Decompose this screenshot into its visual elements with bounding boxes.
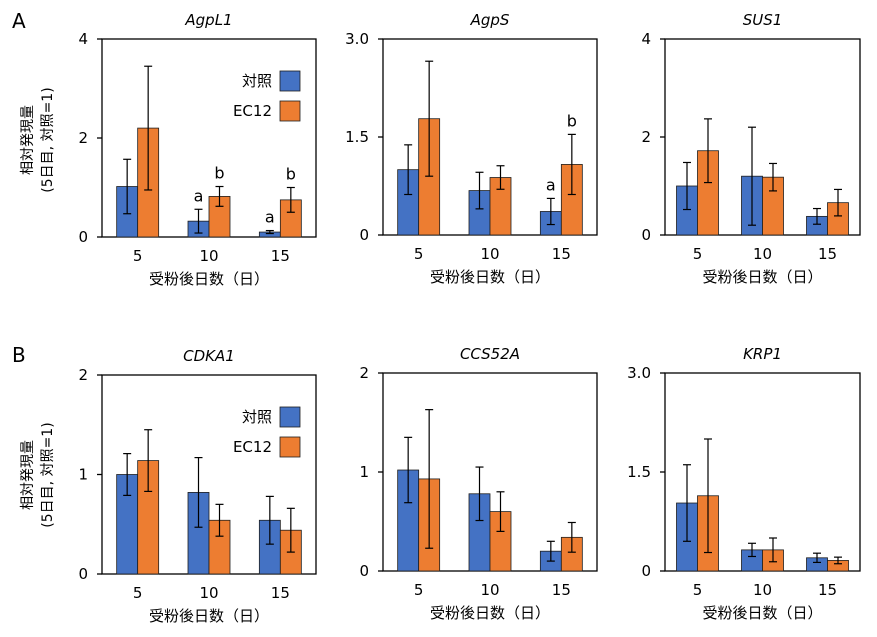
- y-tick-label: 1: [359, 463, 369, 481]
- x-tick-label: 10: [199, 247, 218, 265]
- y-tick-label: 0: [78, 565, 88, 583]
- legend-swatch-treatment: [279, 100, 301, 122]
- y-tick-label: 2: [78, 366, 88, 384]
- significance-letter: b: [214, 164, 224, 183]
- x-tick-label: 10: [480, 245, 499, 263]
- y-tick-label: 0: [641, 562, 651, 580]
- x-tick-label: 15: [271, 247, 290, 265]
- x-tick-label: 15: [818, 581, 837, 599]
- chart-title: CDKA1: [183, 347, 235, 365]
- x-tick-label: 10: [480, 581, 499, 599]
- legend: 対照 EC12: [233, 406, 301, 458]
- chart-title: CCS52A: [460, 345, 520, 363]
- x-tick-label: 15: [552, 245, 571, 263]
- chart-3: SUS1 0 2 4 5 10 15 受粉後日数（日）: [641, 11, 861, 286]
- x-axis-label: 受粉後日数（日）: [702, 604, 822, 622]
- y-tick-label: 4: [78, 30, 88, 48]
- x-tick-label: 5: [693, 581, 703, 599]
- y-tick-label: 3.0: [627, 364, 651, 382]
- x-tick-label: 5: [133, 584, 143, 602]
- panel-letter-a: A: [12, 9, 26, 33]
- x-axis-label: 受粉後日数（日）: [430, 268, 550, 286]
- significance-letter: a: [194, 186, 204, 205]
- y-tick-label: 0: [78, 228, 88, 246]
- y-tick-label: 1: [78, 466, 88, 484]
- x-tick-label: 5: [414, 245, 424, 263]
- y-tick-label: 2: [78, 129, 88, 147]
- chart-title: SUS1: [743, 11, 783, 29]
- y-tick-label: 0: [359, 562, 369, 580]
- y-tick-label: 3.0: [345, 30, 369, 48]
- chart-6: KRP1 0 1.5 3.0 5 10 15 受粉後日数（日）: [627, 345, 861, 622]
- significance-letter: b: [567, 111, 577, 130]
- x-tick-label: 10: [753, 245, 772, 263]
- y-tick-label: 0: [641, 226, 651, 244]
- chart-title: AgpS: [470, 11, 510, 29]
- x-tick-label: 10: [753, 581, 772, 599]
- chart-title: KRP1: [743, 345, 782, 363]
- x-tick-label: 5: [414, 581, 424, 599]
- legend-label-treatment: EC12: [233, 438, 272, 456]
- legend-label-control: 対照: [242, 72, 272, 90]
- chart-title: AgpL1: [184, 11, 232, 29]
- y-tick-label: 2: [641, 128, 651, 146]
- legend-swatch-treatment: [279, 436, 301, 458]
- significance-letter: a: [265, 208, 275, 227]
- y-tick-label: 1.5: [627, 463, 651, 481]
- y-axis-label-b-line1: 相対発現量: [20, 440, 36, 510]
- legend: 対照 EC12: [233, 70, 301, 122]
- x-tick-label: 15: [818, 245, 837, 263]
- x-axis-label: 受粉後日数（日）: [430, 604, 550, 622]
- x-tick-label: 5: [693, 245, 703, 263]
- significance-letter: b: [286, 165, 296, 184]
- legend-label-treatment: EC12: [233, 102, 272, 120]
- x-tick-label: 10: [199, 584, 218, 602]
- legend-swatch-control: [279, 406, 301, 428]
- x-axis-label: 受粉後日数（日）: [702, 268, 822, 286]
- chart-2: AgpS 0 1.5 3.0 5 10 15 a b 受粉後日数（日）: [345, 11, 598, 286]
- x-tick-label: 15: [552, 581, 571, 599]
- x-axis-label: 受粉後日数（日）: [149, 607, 269, 625]
- panel-letter-b: B: [12, 343, 26, 367]
- significance-letter: a: [546, 175, 556, 194]
- y-tick-label: 2: [359, 364, 369, 382]
- legend-label-control: 対照: [242, 408, 272, 426]
- y-axis-label-a-line2: (5日目, 対照=1): [40, 87, 56, 192]
- y-axis-label-b-line2: (5日目, 対照=1): [40, 422, 56, 527]
- y-tick-label: 1.5: [345, 128, 369, 146]
- y-tick-label: 0: [359, 226, 369, 244]
- y-tick-label: 4: [641, 30, 651, 48]
- x-tick-label: 5: [133, 247, 143, 265]
- x-tick-label: 15: [271, 584, 290, 602]
- x-axis-label: 受粉後日数（日）: [149, 270, 269, 288]
- y-axis-label-a-line1: 相対発現量: [20, 105, 36, 175]
- legend-swatch-control: [279, 70, 301, 92]
